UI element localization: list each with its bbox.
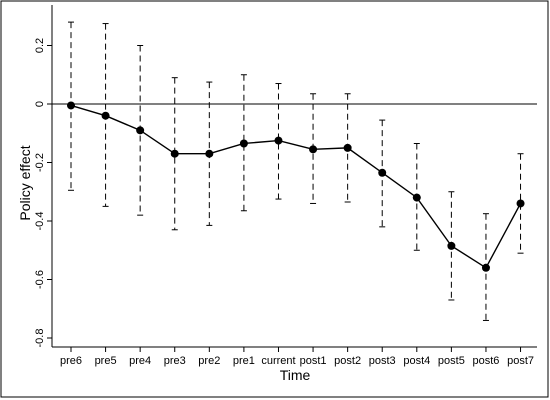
x-tick-label: pre2 bbox=[198, 355, 220, 367]
y-axis-label: Policy effect bbox=[17, 145, 33, 220]
data-point bbox=[136, 126, 145, 135]
x-tick-label: post1 bbox=[300, 355, 327, 367]
plot-area: 0.2 0 -0.2 -0.4 -0.6 -0.8 pre6 pre5 pre4 pre3 pre2… bbox=[34, 5, 537, 367]
data-point bbox=[170, 149, 179, 158]
data-point bbox=[378, 168, 387, 177]
data-point bbox=[205, 149, 214, 158]
x-axis-label: Time bbox=[280, 367, 311, 383]
x-tick-label: pre5 bbox=[95, 355, 117, 367]
series-line bbox=[70, 104, 522, 269]
data-point bbox=[274, 136, 283, 145]
data-point bbox=[67, 101, 75, 110]
data-point bbox=[412, 193, 421, 202]
x-tick-label: pre3 bbox=[164, 355, 186, 367]
x-tick-label: post3 bbox=[369, 355, 396, 367]
y-tick-label: 0 bbox=[34, 101, 46, 107]
data-point bbox=[516, 199, 525, 208]
x-tick-label: post2 bbox=[334, 355, 361, 367]
data-point bbox=[343, 143, 352, 152]
x-tick-label: post5 bbox=[438, 355, 465, 367]
x-tick-label: post7 bbox=[507, 355, 534, 367]
y-tick-label: 0.2 bbox=[34, 38, 46, 53]
x-tick-label: post6 bbox=[472, 355, 499, 367]
x-tick-label: post4 bbox=[403, 355, 430, 367]
x-tick-label: pre6 bbox=[60, 355, 82, 367]
x-tick-label: pre1 bbox=[233, 355, 255, 367]
data-point bbox=[481, 263, 490, 272]
y-tick-label: -0.2 bbox=[34, 153, 46, 172]
data-point bbox=[239, 139, 248, 148]
data-point bbox=[447, 241, 456, 250]
x-tick-label: current bbox=[261, 355, 295, 367]
y-tick-label: -0.4 bbox=[34, 212, 46, 231]
data-point bbox=[309, 145, 318, 154]
x-tick-label: pre4 bbox=[129, 355, 151, 367]
y-tick-label: -0.8 bbox=[34, 329, 46, 348]
data-point bbox=[101, 111, 110, 120]
y-tick-label: -0.6 bbox=[34, 270, 46, 289]
